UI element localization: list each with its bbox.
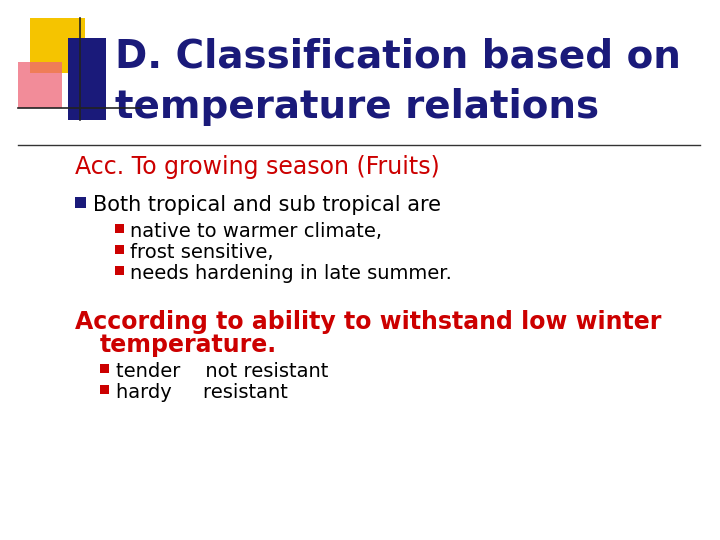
Text: hardy     resistant: hardy resistant — [116, 383, 288, 402]
Text: According to ability to withstand low winter: According to ability to withstand low wi… — [75, 310, 662, 334]
Bar — [100, 364, 109, 373]
Bar — [115, 266, 124, 275]
Text: needs hardening in late summer.: needs hardening in late summer. — [130, 264, 452, 283]
Text: Both tropical and sub tropical are: Both tropical and sub tropical are — [93, 195, 441, 215]
Bar — [68, 38, 106, 120]
Bar — [75, 197, 86, 208]
Text: frost sensitive,: frost sensitive, — [130, 243, 274, 262]
Text: Acc. To growing season (Fruits): Acc. To growing season (Fruits) — [75, 155, 440, 179]
Bar — [18, 62, 62, 108]
Text: temperature relations: temperature relations — [115, 88, 599, 126]
Text: D. Classification based on: D. Classification based on — [115, 38, 681, 76]
Text: tender    not resistant: tender not resistant — [116, 362, 328, 381]
Bar — [115, 224, 124, 233]
Bar — [100, 385, 109, 394]
Text: temperature.: temperature. — [100, 333, 277, 357]
Text: native to warmer climate,: native to warmer climate, — [130, 222, 382, 241]
Bar — [115, 245, 124, 254]
Bar — [30, 18, 85, 73]
